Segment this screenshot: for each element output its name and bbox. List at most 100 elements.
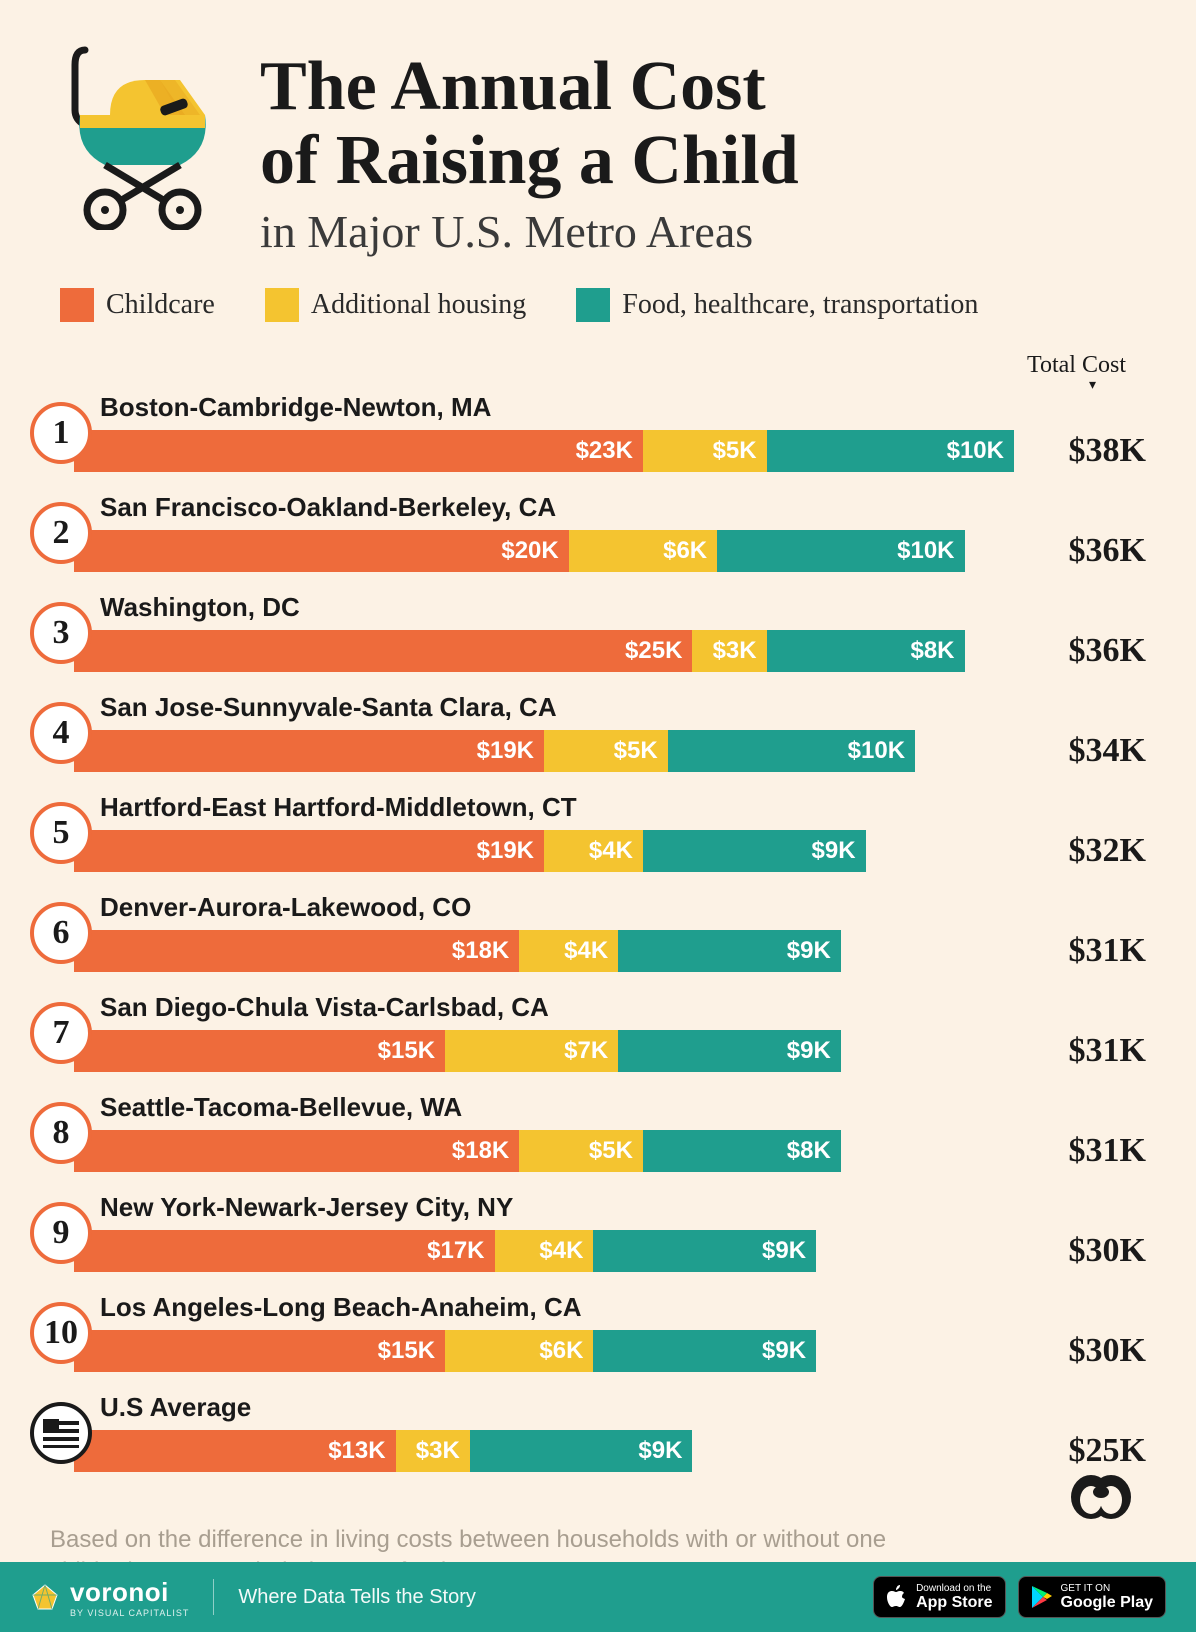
rank-badge [30, 1402, 92, 1464]
seg-other: $9K [643, 830, 866, 872]
metro-label: Seattle-Tacoma-Bellevue, WA [100, 1092, 462, 1123]
legend-other: Food, healthcare, transportation [576, 288, 978, 322]
header: The Annual Cost of Raising a Child in Ma… [0, 0, 1196, 268]
rank-badge: 4 [30, 702, 92, 764]
seg-childcare: $15K [74, 1330, 445, 1372]
seg-childcare: $25K [74, 630, 692, 672]
bar-area: Los Angeles-Long Beach-Anaheim, CA $15K$6… [74, 1294, 1055, 1372]
seg-other: $10K [668, 730, 915, 772]
chart-row: U.S Average$13K$3K$9K$25K [30, 1394, 1146, 1472]
legend-housing-label: Additional housing [311, 289, 526, 321]
store-badges: Download on theApp Store GET IT ONGoogle… [873, 1576, 1166, 1619]
rank-badge: 2 [30, 502, 92, 564]
rank-badge: 8 [30, 1102, 92, 1164]
us-flag-icon [41, 1413, 81, 1453]
seg-other: $8K [767, 630, 965, 672]
total-label: $30K [1069, 1230, 1146, 1272]
seg-housing: $5K [544, 730, 668, 772]
metro-label: San Diego-Chula Vista-Carlsbad, CA [100, 992, 549, 1023]
legend-housing: Additional housing [265, 288, 526, 322]
app-store-badge[interactable]: Download on theApp Store [873, 1576, 1005, 1619]
brand: voronoi BY VISUAL CAPITALIST [30, 1577, 189, 1618]
swatch-other [576, 288, 610, 322]
seg-childcare: $17K [74, 1230, 495, 1272]
stacked-bar: $23K$5K$10K [74, 430, 1014, 472]
stacked-bar: $19K$4K$9K [74, 830, 866, 872]
total-label: $32K [1069, 830, 1146, 872]
seg-childcare: $19K [74, 830, 544, 872]
seg-other: $9K [593, 1230, 816, 1272]
stacked-bar: $15K$7K$9K [74, 1030, 841, 1072]
stacked-bar: $19K$5K$10K [74, 730, 915, 772]
seg-childcare: $20K [74, 530, 569, 572]
voronoi-logo-icon [30, 1582, 60, 1612]
swatch-childcare [60, 288, 94, 322]
stacked-bar: $20K$6K$10K [74, 530, 965, 572]
seg-other: $10K [767, 430, 1014, 472]
seg-childcare: $18K [74, 930, 519, 972]
bar-area: San Diego-Chula Vista-Carlsbad, CA $15K$7… [74, 994, 1055, 1072]
legend: Childcare Additional housing Food, healt… [0, 268, 1196, 332]
seg-other: $10K [717, 530, 964, 572]
bar-area: New York-Newark-Jersey City, NY$17K$4K$9… [74, 1194, 1055, 1272]
footer: voronoi BY VISUAL CAPITALIST Where Data … [0, 1562, 1196, 1632]
total-label: $31K [1069, 1030, 1146, 1072]
seg-other: $9K [593, 1330, 816, 1372]
total-label: $34K [1069, 730, 1146, 772]
chart-row: 3Washington, DC$25K$3K$8K $36K [30, 594, 1146, 672]
total-label: $31K [1069, 1130, 1146, 1172]
stroller-icon [50, 40, 230, 230]
rank-badge: 1 [30, 402, 92, 464]
seg-housing: $3K [396, 1430, 470, 1472]
metro-label: New York-Newark-Jersey City, NY [100, 1192, 513, 1223]
bar-area: U.S Average $13K$3K$9K [74, 1394, 1055, 1472]
brand-sub: BY VISUAL CAPITALIST [70, 1608, 189, 1618]
metro-label: Los Angeles-Long Beach-Anaheim, CA [100, 1292, 582, 1323]
rank-badge: 9 [30, 1202, 92, 1264]
legend-childcare: Childcare [60, 288, 215, 322]
seg-housing: $7K [445, 1030, 618, 1072]
tagline: Where Data Tells the Story [238, 1586, 476, 1609]
chart-row: 8 Seattle-Tacoma-Bellevue, WA $18K$5K$8K $3… [30, 1094, 1146, 1172]
chart-row: 4San Jose-Sunnyvale-Santa Clara, CA$19K$… [30, 694, 1146, 772]
total-label: $36K [1069, 530, 1146, 572]
bar-area: Hartford-East Hartford-Middletown, CT$19… [74, 794, 1055, 872]
total-label: $30K [1069, 1330, 1146, 1372]
total-cost-label: Total Cost [1027, 352, 1126, 378]
total-label: $36K [1069, 630, 1146, 672]
bar-area: Washington, DC$25K$3K$8K [74, 594, 1055, 672]
title-line1: The Annual Cost [260, 50, 799, 124]
metro-label: U.S Average [100, 1392, 251, 1423]
title-sub: in Major U.S. Metro Areas [260, 205, 799, 258]
metro-label: Denver-Aurora-Lakewood, CO [100, 892, 471, 923]
google-play-badge[interactable]: GET IT ONGoogle Play [1018, 1576, 1166, 1619]
seg-childcare: $23K [74, 430, 643, 472]
stacked-bar: $18K$4K$9K [74, 930, 841, 972]
rank-badge: 7 [30, 1002, 92, 1064]
rank-badge: 5 [30, 802, 92, 864]
rank-badge: 10 [30, 1302, 92, 1364]
chart-row: 5Hartford-East Hartford-Middletown, CT$1… [30, 794, 1146, 872]
seg-housing: $6K [445, 1330, 593, 1372]
play-small: GET IT ON [1061, 1583, 1111, 1594]
apple-icon [886, 1584, 908, 1610]
seg-housing: $4K [544, 830, 643, 872]
swatch-housing [265, 288, 299, 322]
chart-row: 9New York-Newark-Jersey City, NY$17K$4K$… [30, 1194, 1146, 1272]
play-big: Google Play [1061, 1594, 1153, 1612]
metro-label: San Francisco-Oakland-Berkeley, CA [100, 492, 556, 523]
seg-other: $8K [643, 1130, 841, 1172]
stacked-bar: $25K$3K$8K [74, 630, 965, 672]
title-block: The Annual Cost of Raising a Child in Ma… [260, 40, 799, 258]
seg-childcare: $13K [74, 1430, 396, 1472]
bar-area: San Francisco-Oakland-Berkeley, CA $20K$6… [74, 494, 1055, 572]
chart-row: 6Denver-Aurora-Lakewood, CO$18K$4K$9K$31… [30, 894, 1146, 972]
rank-badge: 3 [30, 602, 92, 664]
seg-other: $9K [470, 1430, 693, 1472]
seg-childcare: $18K [74, 1130, 519, 1172]
google-play-icon [1031, 1585, 1053, 1609]
seg-housing: $5K [519, 1130, 643, 1172]
seg-childcare: $15K [74, 1030, 445, 1072]
appstore-big: App Store [916, 1594, 992, 1612]
chart-row: 2San Francisco-Oakland-Berkeley, CA$20K$… [30, 494, 1146, 572]
